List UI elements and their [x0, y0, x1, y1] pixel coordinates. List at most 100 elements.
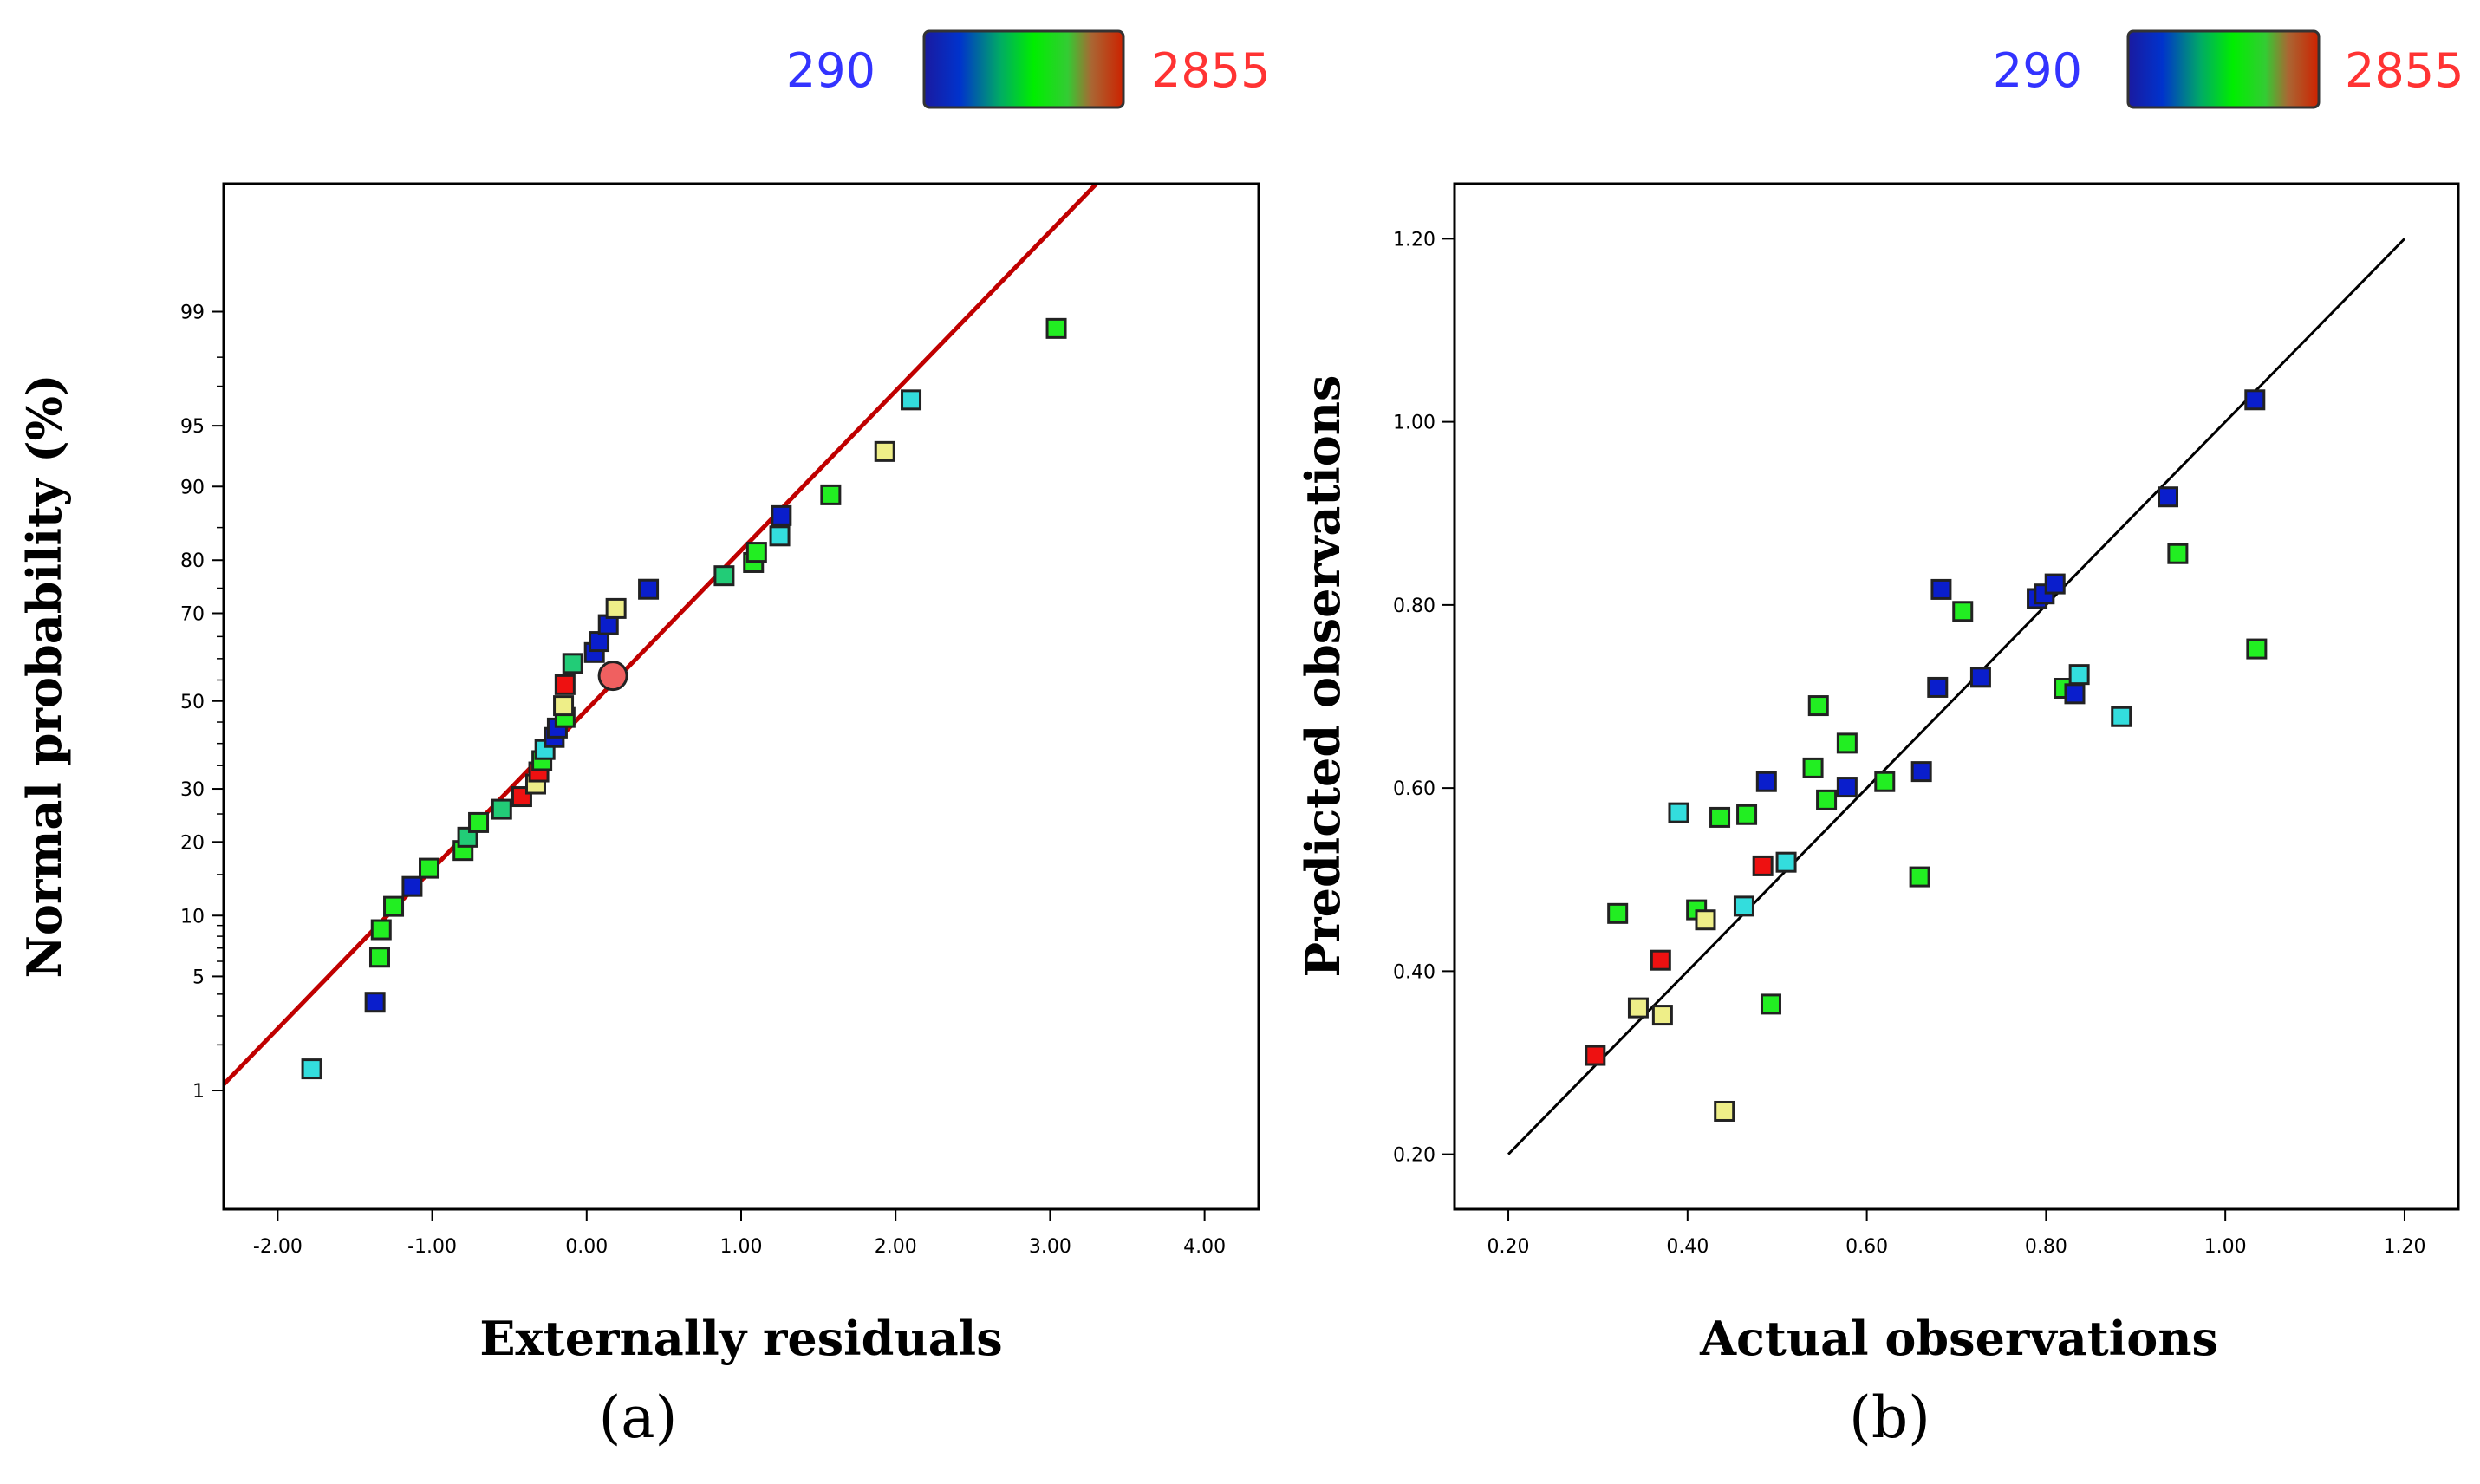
x-tick-label: -1.00 — [407, 1236, 457, 1258]
colorbar-b-min-label: 290 — [1993, 43, 2082, 98]
y-tick-label: 30 — [180, 779, 205, 801]
data-point-19 — [553, 695, 575, 717]
y-tick-label: 95 — [180, 416, 205, 438]
data-point-9 — [1714, 1100, 1735, 1122]
data-point-1 — [1607, 902, 1629, 924]
data-point-19 — [1836, 777, 1858, 798]
x-tick-label: 1.00 — [720, 1236, 763, 1258]
y-tick-label: 20 — [180, 832, 205, 854]
data-point-34 — [901, 389, 922, 411]
data-point-37 — [2244, 389, 2266, 411]
data-point-6 — [419, 857, 440, 879]
colorbar-a-min-label: 290 — [786, 43, 875, 98]
y-tick-label: 1.20 — [1393, 229, 1435, 251]
data-point-5 — [401, 875, 423, 897]
y-tick-label: 80 — [180, 550, 205, 572]
data-point-34 — [2111, 706, 2132, 727]
y-tick-label: 90 — [180, 477, 205, 498]
y-tick-label: 99 — [180, 303, 205, 324]
data-point-13 — [1755, 771, 1777, 792]
data-point-2 — [368, 947, 390, 968]
data-point-1 — [364, 992, 386, 1013]
data-point-35 — [2158, 486, 2179, 508]
data-point-7 — [1695, 909, 1716, 931]
data-point-20 — [1836, 732, 1858, 754]
colorbar-a-max-label: 2855 — [1151, 43, 1270, 98]
chart-a-plot-area — [224, 184, 1098, 1086]
data-point-9 — [468, 811, 490, 833]
data-point-25 — [605, 597, 627, 619]
colorbar-a-gradient — [922, 29, 1125, 109]
data-point-20 — [554, 674, 576, 695]
data-point-33 — [2068, 664, 2090, 686]
x-tick-label: 3.00 — [1029, 1236, 1071, 1258]
x-tick-label: 0.20 — [1487, 1236, 1530, 1258]
data-point-21 — [562, 653, 583, 674]
y-tick-label: 1 — [192, 1081, 205, 1103]
data-point-22 — [1909, 866, 1930, 888]
data-point-2 — [1627, 997, 1649, 1019]
x-tick-label: -2.00 — [253, 1236, 303, 1258]
y-tick-label: 0.40 — [1393, 961, 1435, 983]
colorbar-b-max-label: 2855 — [2345, 43, 2464, 98]
chart-a-y-title: Normal probability (%) — [16, 374, 72, 978]
data-point-33 — [874, 440, 895, 462]
y-tick-label: 0.80 — [1393, 596, 1435, 617]
chart-a-x-title: Externally residuals — [479, 1311, 1002, 1366]
y-tick-label: 10 — [180, 906, 205, 928]
data-point-12 — [1752, 855, 1774, 876]
colorbar-a: 290 2855 — [786, 29, 1270, 109]
y-tick-label: 50 — [180, 692, 205, 713]
x-tick-label: 1.20 — [2383, 1236, 2425, 1258]
chart-b-plot-area — [1507, 238, 2406, 1155]
data-point-35 — [1045, 317, 1067, 339]
x-tick-label: 0.40 — [1666, 1236, 1709, 1258]
data-point-11 — [1736, 804, 1758, 825]
chart-b-x-title: Actual observations — [1699, 1311, 2218, 1366]
data-point-18 — [1816, 789, 1838, 810]
x-tick-label: 2.00 — [875, 1236, 917, 1258]
chart-a-x-ticks: -2.00 -1.00 0.00 1.00 2.00 3.00 4.00 — [253, 1209, 1226, 1258]
chart-a-frame — [222, 182, 1260, 1211]
x-tick-label: 1.00 — [2204, 1236, 2247, 1258]
data-point-30 — [2044, 573, 2066, 595]
chart-a-panel-label: (a) — [599, 1384, 678, 1451]
data-point-10 — [491, 798, 512, 820]
data-point-4 — [1650, 949, 1671, 971]
data-point-8 — [1709, 806, 1731, 828]
y-tick-label: 5 — [192, 967, 205, 988]
data-point-0 — [301, 1058, 322, 1080]
x-tick-label: 0.00 — [565, 1236, 608, 1258]
data-point-31 — [771, 504, 792, 526]
data-point-4 — [383, 895, 405, 917]
y-tick-label: 0.20 — [1393, 1145, 1435, 1167]
x-tick-label: 4.00 — [1183, 1236, 1226, 1258]
data-point-0 — [1585, 1045, 1606, 1066]
data-point-25 — [1930, 578, 1952, 600]
y-tick-label: 0.60 — [1393, 778, 1435, 800]
data-point-23 — [1910, 761, 1932, 783]
data-point-24 — [1927, 676, 1949, 698]
chart-a-y-ticks: 1 5 10 20 30 50 70 80 90 95 99 — [180, 303, 224, 1103]
data-point-21 — [1874, 771, 1896, 792]
highlight-point — [597, 661, 628, 692]
chart-b: 0.20 0.40 0.60 0.80 1.00 1.20 0.20 0.40 0.60 0.8… — [1295, 182, 2460, 1451]
colorbar-b-gradient — [2126, 29, 2321, 109]
data-point-15 — [1775, 851, 1797, 873]
data-point-10 — [1733, 895, 1754, 917]
data-point-30 — [769, 525, 791, 547]
data-point-26 — [1952, 601, 1974, 622]
data-point-5 — [1668, 802, 1689, 823]
chart-a: -2.00 -1.00 0.00 1.00 2.00 3.00 4.00 1 5 10 20 30 5… — [16, 182, 1260, 1451]
chart-b-frame — [1453, 182, 2460, 1211]
chart-b-y-ticks: 0.20 0.40 0.60 0.80 1.00 1.20 — [1393, 229, 1455, 1167]
data-point-3 — [1651, 1005, 1673, 1026]
chart-b-x-ticks: 0.20 0.40 0.60 0.80 1.00 1.20 — [1487, 1209, 2425, 1258]
chart-b-panel-label: (b) — [1849, 1384, 1930, 1451]
data-point-29 — [745, 542, 767, 563]
data-point-14 — [1760, 993, 1781, 1015]
data-point-23 — [589, 631, 610, 653]
chart-b-y-title: Predicted observations — [1295, 375, 1351, 978]
colorbar-b: 290 2855 — [1993, 29, 2464, 109]
